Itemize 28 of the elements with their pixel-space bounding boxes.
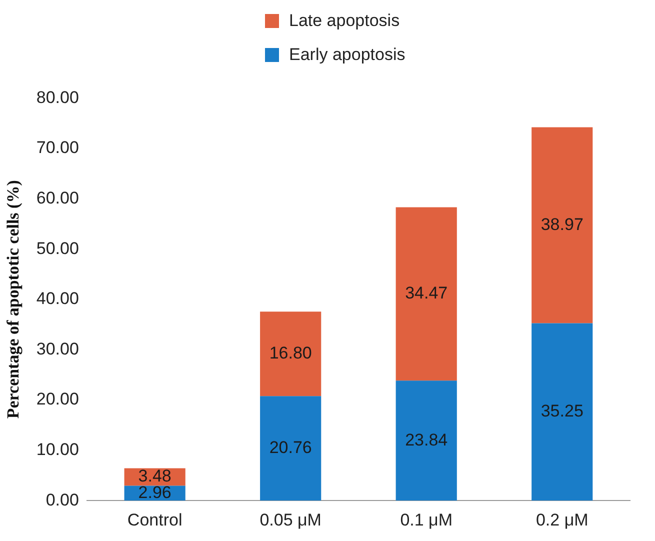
x-tick-label: Control <box>127 510 182 530</box>
bar <box>532 323 593 501</box>
bar <box>396 380 457 501</box>
data-label: 23.84 <box>405 430 448 450</box>
y-tick-label: 50.00 <box>36 238 79 258</box>
data-label: 38.97 <box>540 214 584 234</box>
x-tick-label: 0.2 μM <box>536 510 588 530</box>
y-tick-label: 60.00 <box>36 188 79 208</box>
bar <box>396 207 457 381</box>
bar <box>260 312 322 396</box>
bar <box>532 127 593 324</box>
y-tick-label: 0.00 <box>46 490 79 510</box>
y-tick-label: 10.00 <box>36 440 79 459</box>
y-tick-label: 70.00 <box>36 138 79 158</box>
data-label: 35.25 <box>540 402 584 421</box>
bar <box>260 396 322 501</box>
y-tick-label: 40.00 <box>36 289 79 308</box>
data-label: 16.80 <box>269 344 312 363</box>
y-tick-label: 80.00 <box>36 88 79 107</box>
legend-label: Early apoptosis <box>289 45 406 65</box>
y-tick-label: 20.00 <box>36 390 79 409</box>
data-label: 34.47 <box>405 284 448 303</box>
x-tick-label: 0.1 μM <box>400 510 453 530</box>
x-tick-label: 0.05 μM <box>260 510 322 530</box>
y-axis-title: Percentage of apoptotic cells (%) <box>4 180 23 419</box>
legend-label: Late apoptosis <box>289 11 400 31</box>
y-tick-label: 30.00 <box>36 339 79 358</box>
data-label: 20.76 <box>269 438 312 458</box>
